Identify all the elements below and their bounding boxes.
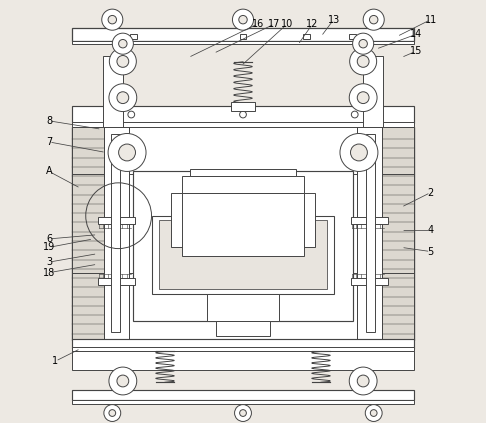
Text: 4: 4 [428,225,434,236]
Circle shape [232,9,254,30]
Circle shape [117,92,129,104]
Circle shape [340,134,378,171]
Bar [231,102,255,111]
Bar [104,127,129,340]
Bar [72,351,414,370]
Text: 18: 18 [43,268,55,277]
Bar [172,192,314,247]
Bar [350,277,388,285]
Circle shape [109,48,137,75]
Text: 7: 7 [46,137,52,147]
Text: 17: 17 [268,19,281,29]
Circle shape [117,55,129,67]
Bar [240,34,246,39]
Circle shape [117,375,129,387]
Circle shape [349,367,377,395]
Text: 14: 14 [410,30,422,39]
Text: 2: 2 [428,187,434,198]
Bar [303,34,310,39]
Bar [72,339,414,349]
Bar [72,347,414,352]
Text: 6: 6 [46,234,52,244]
Circle shape [102,9,123,30]
Bar [363,55,383,127]
Circle shape [350,144,367,161]
Bar [98,277,136,285]
Bar [158,220,328,289]
Text: 3: 3 [46,257,52,267]
Circle shape [119,144,136,161]
Circle shape [109,409,116,416]
Bar [152,216,334,294]
Circle shape [357,375,369,387]
Circle shape [370,409,377,416]
Circle shape [349,84,377,112]
Bar [72,41,414,44]
Circle shape [365,404,382,421]
Text: 11: 11 [424,15,437,25]
Bar [103,55,123,127]
Circle shape [119,39,127,48]
Bar [104,127,382,340]
Bar [182,176,304,192]
Circle shape [128,111,135,118]
Text: 16: 16 [252,19,264,29]
Bar [133,171,353,321]
Circle shape [108,134,146,171]
Bar [216,321,270,336]
Bar [72,28,414,41]
Circle shape [240,409,246,416]
Text: 5: 5 [428,247,434,257]
Text: 1: 1 [52,356,58,366]
Bar [382,127,414,340]
Bar [191,169,295,176]
Circle shape [235,404,251,421]
Bar [130,34,137,39]
Bar [357,127,382,340]
Bar [111,134,120,332]
Circle shape [353,33,374,54]
Bar [72,106,414,123]
Circle shape [359,39,367,48]
Circle shape [357,55,369,67]
Bar [349,34,356,39]
Bar [72,390,414,401]
Circle shape [112,33,133,54]
Circle shape [369,16,378,24]
Circle shape [349,48,377,75]
Text: 19: 19 [43,242,55,253]
Text: 12: 12 [306,19,319,29]
Bar [98,217,136,224]
Circle shape [104,404,121,421]
Circle shape [351,111,358,118]
Text: 8: 8 [46,116,52,126]
Circle shape [240,111,246,118]
Circle shape [108,16,117,24]
Text: 10: 10 [281,19,294,29]
Bar [72,127,104,340]
Bar [366,134,375,332]
Text: A: A [46,166,52,176]
Circle shape [109,367,137,395]
Bar [72,122,414,127]
Circle shape [109,84,137,112]
Bar [72,400,414,404]
Circle shape [357,92,369,104]
Bar [350,217,388,224]
Bar [182,192,304,256]
Bar [207,294,279,321]
Bar [72,127,414,340]
Circle shape [363,9,384,30]
Circle shape [239,16,247,24]
Text: 15: 15 [410,46,422,56]
Text: 13: 13 [328,15,340,25]
